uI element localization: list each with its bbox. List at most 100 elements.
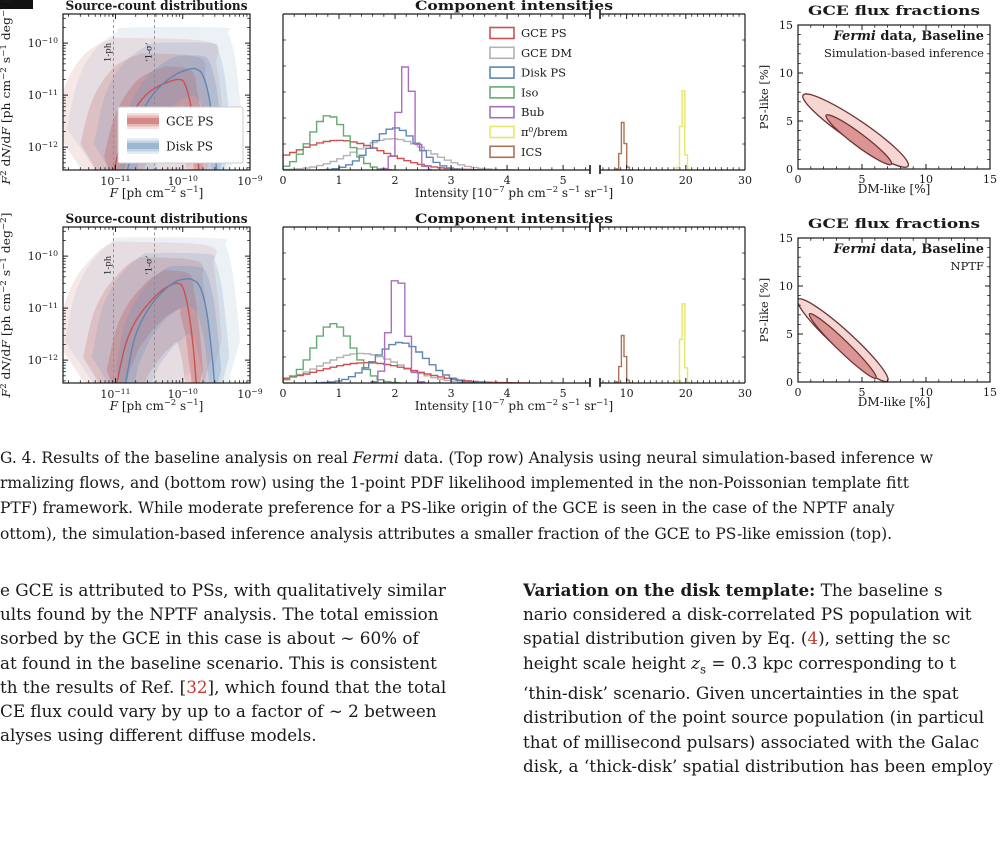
figure-caption: G. 4. Results of the baseline analysis o… <box>0 446 1007 547</box>
axis-tick-label: 0 <box>795 173 802 186</box>
x-axis-label: F [ph cm−2 s−1] <box>109 397 204 413</box>
legend-label: Disk PS <box>521 66 566 80</box>
body-text-line: ults found by the NPTF analysis. The tot… <box>0 604 439 625</box>
body-text-line: nario considered a disk-correlated PS po… <box>523 604 972 625</box>
histogram-ics <box>615 334 631 383</box>
axis-tick-label: 0 <box>786 376 793 389</box>
body-text-line: ‘thin-disk’ scenario. Given uncertaintie… <box>523 683 959 704</box>
axis-tick-label: 10−11 <box>28 88 58 103</box>
x-axis-label: DM-like [%] <box>858 395 931 409</box>
axis-tick-label: 15 <box>779 19 793 32</box>
panel-component-intensities-top: 0 1 2 3 4 5 10 20 30 Component intensities Intensi… <box>280 0 753 200</box>
axis-tick-label: 0 <box>280 387 287 400</box>
body-column-right: Variation on the disk template: The base… <box>523 578 1007 778</box>
axis-tick-label: 30 <box>738 174 752 187</box>
body-text-line: disk, a ‘thick-disk’ spatial distributio… <box>523 755 993 776</box>
histogram-bub <box>370 280 426 383</box>
legend-swatch <box>489 125 515 139</box>
figure-4: 1-ph ‘1-σ’ 10−11 10−10 10−9 10−10 10−11 10−12 So… <box>0 0 997 413</box>
vline-label: ‘1-σ’ <box>143 42 154 62</box>
body-text-line: height scale height zs = 0.3 kpc corresp… <box>523 652 957 676</box>
legend-label: Disk PS <box>166 140 213 154</box>
plot-frame <box>62 13 251 171</box>
axis-tick-label: 10 <box>779 67 793 80</box>
body-text-line: distribution of the point source populat… <box>523 707 985 728</box>
axis-tick-label: 15 <box>983 173 997 186</box>
legend-label: GCE PS <box>166 115 214 129</box>
vline-label: ‘1-σ’ <box>143 255 154 275</box>
axis-tick-label: 0 <box>786 163 793 176</box>
histogram-gce_dm <box>283 352 496 383</box>
axis-tick-label: 0 <box>280 174 287 187</box>
axis-tick-label: 4 <box>504 174 511 187</box>
confidence-band <box>65 237 240 383</box>
y-axis-label: F2 dN/dF [ph cm−2 s−1 deg−2] <box>0 0 13 186</box>
legend-swatch <box>127 113 159 129</box>
panel-source-count-bottom: 1-ph ‘1-σ’ 10−11 10−10 10−9 10−10 10−11 10−12 So… <box>0 212 263 413</box>
intensity-histograms-right <box>615 303 690 383</box>
histogram-gce_ps <box>283 362 530 383</box>
axis-tick-label: 3 <box>448 387 455 400</box>
x-axis-label: F [ph cm−2 s−1] <box>109 184 204 200</box>
axis-tick-label: 3 <box>448 174 455 187</box>
legend-swatch <box>489 46 515 60</box>
contour-data <box>802 93 910 168</box>
body-text-line: alyses using different diffuse models. <box>0 725 317 746</box>
legend-swatch <box>489 66 515 79</box>
legend-label: Iso <box>521 85 538 99</box>
disk-ps-curve <box>124 278 215 383</box>
axis-tick-label: 2 <box>392 174 399 187</box>
confidence-band <box>91 252 230 383</box>
axis-tick-label: 4 <box>504 387 511 400</box>
body-text-line: th the results of Ref. [32], which found… <box>0 676 447 697</box>
legend-swatch <box>127 138 159 154</box>
axis-tick-label: 5 <box>560 174 567 187</box>
axis-tick-label: 5 <box>859 173 866 186</box>
histogram-pi0_brem <box>676 90 690 170</box>
panel-title: Source-count distributions <box>66 0 248 14</box>
axis-tick-label: 5 <box>560 387 567 400</box>
histogram-ics <box>615 121 631 170</box>
axis-tick-label: 0 <box>795 386 802 399</box>
legend-swatch <box>489 86 515 99</box>
axis-tick-label: 20 <box>679 387 693 400</box>
legend-swatch <box>489 105 515 119</box>
axis-tick-label: 1 <box>336 387 343 400</box>
panel-title: GCE flux fractions <box>808 217 980 232</box>
axis-tick-label: 10−10 <box>28 36 58 51</box>
x-axis-label: DM-like [%] <box>858 182 931 196</box>
axis-tick-label: 30 <box>738 387 752 400</box>
histogram-disk_ps <box>314 341 488 383</box>
axis-tick-label: 10−11 <box>100 387 130 402</box>
axis-tick-label: 10−11 <box>28 301 58 316</box>
legend-swatch <box>489 26 515 40</box>
axis-tick-label: 15 <box>983 386 997 399</box>
axis-tick-label: 1 <box>336 174 343 187</box>
axis-tick-label: 10−10 <box>168 387 198 402</box>
annotation-dataset: Fermi data, Baseline <box>833 242 984 257</box>
body-text-line: e GCE is attributed to PSs, with qualita… <box>0 580 446 600</box>
body-text-line: sorbed by the GCE in this case is about … <box>0 628 419 649</box>
axis-tick-label: 10−12 <box>28 140 58 155</box>
intensity-histograms-right <box>615 90 690 170</box>
x-axis-label: Intensity [10−7 ph cm−2 s−1 sr−1] <box>415 397 613 413</box>
legend-swatch <box>489 145 515 159</box>
figure-caption-line: G. 4. Results of the baseline analysis o… <box>0 449 934 467</box>
plot-frame <box>797 24 991 170</box>
panel-title: GCE flux fractions <box>808 4 980 19</box>
y-axis-label: F2 dN/dF [ph cm−2 s−1 deg−2] <box>0 213 13 399</box>
y-axis-label: PS-like [%] <box>757 278 771 343</box>
histogram-iso <box>283 115 393 170</box>
axis-tick-label: 10−9 <box>237 387 262 402</box>
axis-tick-label: 10−12 <box>28 353 58 368</box>
axis-tick-label: 10 <box>779 280 793 293</box>
axis-tick-label: 10−10 <box>168 174 198 189</box>
intensity-histograms-left <box>283 66 517 170</box>
vline-label: 1-ph <box>103 255 113 275</box>
body-text-line: spatial distribution given by Eq. (4), s… <box>523 628 951 649</box>
page-crop-artifact <box>0 0 33 9</box>
body-text-line: that of millisecond pulsars) associated … <box>523 731 980 752</box>
annotation-method: NPTF <box>951 259 984 273</box>
panel-title: Component intensities <box>415 0 613 14</box>
